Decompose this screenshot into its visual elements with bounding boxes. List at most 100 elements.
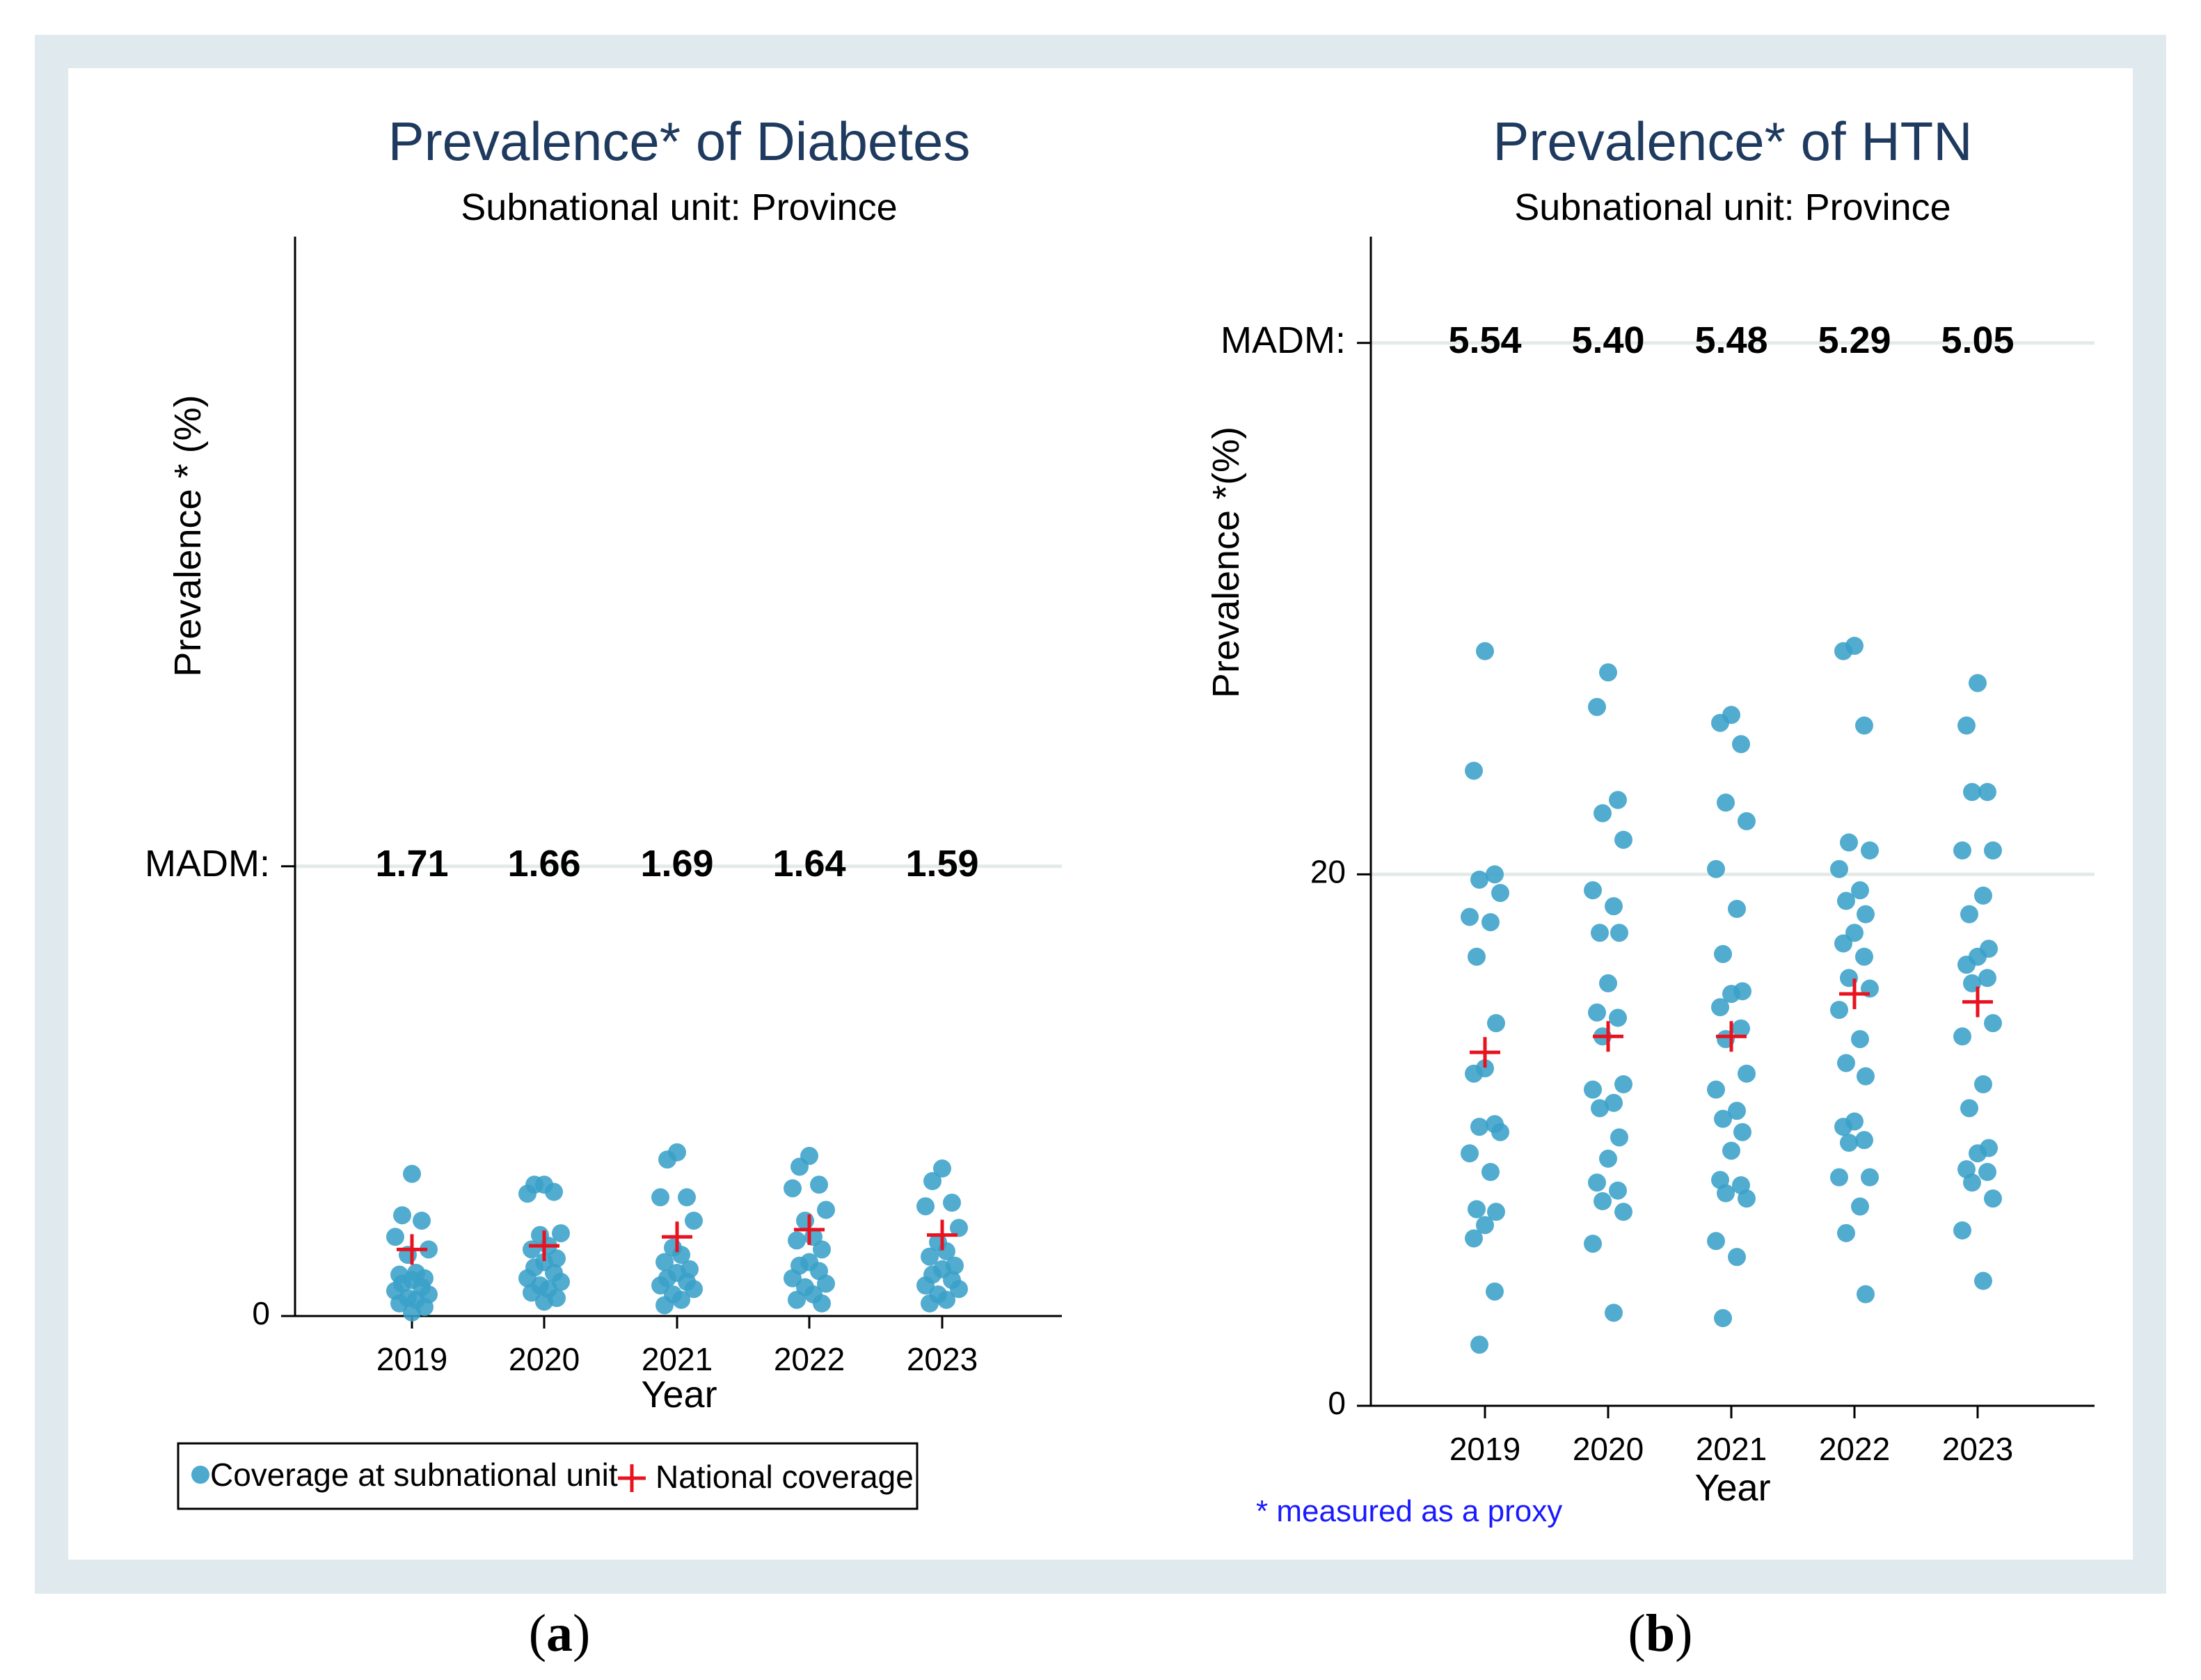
subnational-point [810,1175,828,1194]
madm-value: 1.64 [772,843,845,885]
national-coverage-marker [927,1219,958,1251]
panel-label-b: (b) [1628,1604,1693,1663]
subnational-point [937,1290,955,1309]
subnational-point [1974,1271,1992,1290]
subnational-point [1837,891,1855,910]
x-tick-label: 2021 [642,1341,713,1377]
svg-text:(a): (a) [529,1604,591,1663]
subnational-point [1953,1027,1971,1046]
subnational-point [1599,663,1617,682]
subnational-point [535,1292,553,1311]
subnational-point [1714,944,1732,963]
panel-b-y-axis-label: Prevalence *(%) [1205,427,1247,698]
subnational-point [788,1290,806,1309]
panel-a-subnational-points [386,1143,968,1322]
subnational-point [1728,900,1746,918]
panel-b-x-ticks: 2019 2020 2021 2022 2023 [1449,1406,2013,1467]
subnational-point [1605,897,1623,916]
subnational-point [1614,1203,1632,1221]
subnational-point [655,1253,674,1271]
panel-a-madm-values: 1.71 1.66 1.69 1.64 1.59 [375,843,978,885]
subnational-point [1609,1181,1627,1200]
y-tick-label: 0 [252,1295,270,1331]
subnational-point [1957,956,1976,974]
panel-a-legend: Coverage at subnational unit National co… [177,1442,919,1510]
panel-b-y-ticks: 0 20 [1310,854,1371,1421]
subnational-point [1837,1054,1855,1072]
subnational-point [1487,1014,1505,1033]
madm-value: 5.48 [1694,319,1767,361]
subnational-point [1984,1189,2002,1208]
national-coverage-marker [1716,1021,1747,1052]
madm-value: 5.40 [1571,319,1644,361]
subnational-point [1840,1134,1858,1152]
madm-value: 5.29 [1818,319,1891,361]
panel-b-subnational-points [1461,637,2002,1354]
subnational-point [1963,1173,1981,1192]
subnational-point [1481,1163,1500,1181]
x-tick-label: 2022 [1819,1431,1890,1467]
subnational-point [685,1280,703,1299]
subnational-point [1969,1144,1987,1163]
national-coverage-marker [397,1234,427,1265]
madm-value: 1.59 [905,843,978,885]
panel-b-national-markers [1470,978,1993,1068]
subnational-point [1486,865,1504,884]
panel-b-x-axis-label: Year [1694,1467,1770,1509]
x-tick-label: 2023 [907,1341,978,1377]
panel-a-x-axis-label: Year [641,1374,717,1416]
subnational-point [1461,1144,1479,1163]
subnational-point [523,1283,541,1302]
subnational-point [1984,841,2002,859]
subnational-point [1857,1285,1875,1303]
y-tick-label: 0 [1328,1385,1346,1421]
subnational-point [1728,1102,1746,1120]
subnational-point [813,1294,831,1313]
subnational-point [1851,1030,1869,1049]
national-coverage-marker [794,1214,825,1245]
subnational-point [1978,1163,1996,1181]
x-tick-label: 2019 [1449,1431,1520,1467]
legend-label-national: National coverage [655,1459,914,1495]
subnational-point [545,1182,563,1201]
panel-a-madm-label: MADM: [145,843,270,885]
madm-value: 1.66 [507,843,580,885]
panel-label-a: (a) [529,1604,591,1663]
subnational-point [1851,881,1869,900]
subnational-point [1834,934,1852,953]
subnational-point [658,1150,676,1169]
subnational-point [1984,1014,2002,1033]
subnational-point [1711,998,1729,1017]
subnational-point [1707,859,1725,878]
subnational-point [390,1294,408,1313]
legend-box [177,1442,919,1510]
subnational-point [1830,1001,1848,1020]
subnational-point [1969,674,1987,692]
subnational-point [1609,791,1627,809]
subnational-point [1487,1203,1505,1221]
subnational-point [916,1276,935,1295]
subnational-point [552,1224,570,1243]
subnational-point [651,1188,669,1207]
subnational-point [1851,1197,1869,1216]
y-tick-label: 20 [1310,854,1346,890]
subnational-point [1599,974,1617,992]
panel-a-title: Prevalence* of Diabetes [388,111,971,172]
subnational-point [1855,947,1873,966]
subnational-point [1953,1221,1971,1239]
subnational-point [1610,924,1628,942]
panel-a-background [68,68,1201,1560]
x-tick-label: 2022 [774,1341,845,1377]
subnational-point [790,1157,809,1176]
subnational-point [413,1211,431,1230]
panel-a-subtitle: Subnational unit: Province [461,187,897,228]
subnational-point [950,1280,968,1299]
subnational-point [1609,1008,1627,1027]
panel-b-title: Prevalence* of HTN [1493,111,1972,172]
subnational-point [1594,804,1612,823]
subnational-point [386,1228,404,1246]
subnational-point [1738,1064,1756,1083]
subnational-point [1861,1168,1879,1187]
subnational-point [1728,1248,1746,1267]
